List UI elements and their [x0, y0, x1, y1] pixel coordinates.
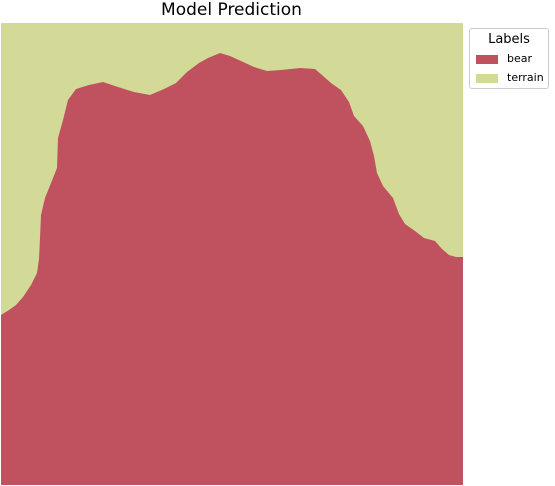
segmentation-mask [1, 23, 463, 485]
legend-title: Labels [488, 32, 530, 47]
legend: Labels bear terrain [469, 28, 549, 89]
legend-swatch-terrain [476, 73, 498, 83]
legend-item-bear: bear [476, 52, 532, 66]
legend-swatch-bear [476, 54, 498, 64]
legend-item-terrain: terrain [476, 71, 544, 85]
legend-label-terrain: terrain [507, 71, 544, 84]
bear-region [1, 53, 463, 485]
legend-label-bear: bear [507, 52, 533, 65]
figure-title: Model Prediction [161, 0, 302, 20]
